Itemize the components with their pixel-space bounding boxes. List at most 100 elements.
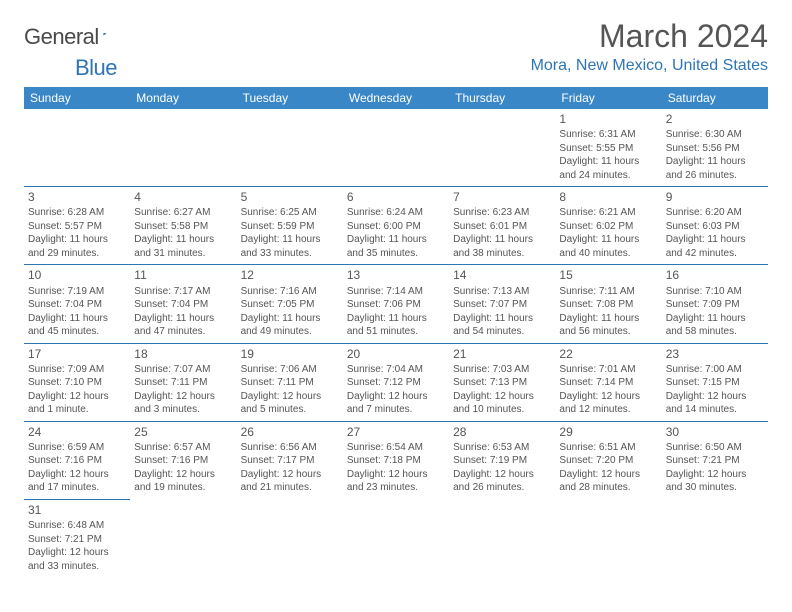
sunrise-line: Sunrise: 7:17 AM [134,285,232,299]
day-header: Sunday [24,87,130,109]
sunrise-line: Sunrise: 7:06 AM [241,363,339,377]
calendar-cell: 28Sunrise: 6:53 AMSunset: 7:19 PMDayligh… [449,421,555,499]
calendar-cell: 9Sunrise: 6:20 AMSunset: 6:03 PMDaylight… [662,187,768,265]
day-number: 28 [453,424,551,440]
daylight-line: Daylight: 11 hours and 40 minutes. [559,233,657,260]
calendar-cell: 30Sunrise: 6:50 AMSunset: 7:21 PMDayligh… [662,421,768,499]
sunset-line: Sunset: 5:58 PM [134,220,232,234]
day-number: 26 [241,424,339,440]
sunrise-line: Sunrise: 6:25 AM [241,206,339,220]
calendar-table: Sunday Monday Tuesday Wednesday Thursday… [24,87,768,577]
day-number: 15 [559,267,657,283]
sunrise-line: Sunrise: 6:53 AM [453,441,551,455]
daylight-line: Daylight: 11 hours and 42 minutes. [666,233,764,260]
calendar-cell: 22Sunrise: 7:01 AMSunset: 7:14 PMDayligh… [555,343,661,421]
sunset-line: Sunset: 7:05 PM [241,298,339,312]
sunset-line: Sunset: 7:07 PM [453,298,551,312]
daylight-line: Daylight: 11 hours and 31 minutes. [134,233,232,260]
day-number: 22 [559,346,657,362]
sunrise-line: Sunrise: 6:56 AM [241,441,339,455]
sunset-line: Sunset: 6:01 PM [453,220,551,234]
calendar-cell: 13Sunrise: 7:14 AMSunset: 7:06 PMDayligh… [343,265,449,343]
daylight-line: Daylight: 11 hours and 33 minutes. [241,233,339,260]
day-number: 4 [134,189,232,205]
sunset-line: Sunset: 6:00 PM [347,220,445,234]
sunset-line: Sunset: 7:11 PM [241,376,339,390]
sunrise-line: Sunrise: 6:21 AM [559,206,657,220]
sunrise-line: Sunrise: 6:30 AM [666,128,764,142]
day-number: 1 [559,111,657,127]
daylight-line: Daylight: 11 hours and 38 minutes. [453,233,551,260]
sunrise-line: Sunrise: 6:59 AM [28,441,126,455]
calendar-row: 17Sunrise: 7:09 AMSunset: 7:10 PMDayligh… [24,343,768,421]
calendar-cell: 29Sunrise: 6:51 AMSunset: 7:20 PMDayligh… [555,421,661,499]
day-number: 3 [28,189,126,205]
sunset-line: Sunset: 6:02 PM [559,220,657,234]
sunrise-line: Sunrise: 7:00 AM [666,363,764,377]
calendar-cell: 19Sunrise: 7:06 AMSunset: 7:11 PMDayligh… [237,343,343,421]
daylight-line: Daylight: 12 hours and 17 minutes. [28,468,126,495]
day-number: 20 [347,346,445,362]
header: General March 2024 Mora, New Mexico, Uni… [24,18,768,75]
calendar-cell: 8Sunrise: 6:21 AMSunset: 6:02 PMDaylight… [555,187,661,265]
day-header: Friday [555,87,661,109]
calendar-cell: 12Sunrise: 7:16 AMSunset: 7:05 PMDayligh… [237,265,343,343]
calendar-cell: 24Sunrise: 6:59 AMSunset: 7:16 PMDayligh… [24,421,130,499]
sunset-line: Sunset: 7:15 PM [666,376,764,390]
sunset-line: Sunset: 7:04 PM [134,298,232,312]
day-number: 5 [241,189,339,205]
sunrise-line: Sunrise: 7:01 AM [559,363,657,377]
day-number: 14 [453,267,551,283]
day-number: 13 [347,267,445,283]
sunrise-line: Sunrise: 7:04 AM [347,363,445,377]
sunrise-line: Sunrise: 7:07 AM [134,363,232,377]
location: Mora, New Mexico, United States [531,57,768,75]
sunset-line: Sunset: 5:56 PM [666,142,764,156]
logo-flag-icon [103,26,107,42]
calendar-cell: 31Sunrise: 6:48 AMSunset: 7:21 PMDayligh… [24,499,130,577]
daylight-line: Daylight: 12 hours and 21 minutes. [241,468,339,495]
calendar-cell: 16Sunrise: 7:10 AMSunset: 7:09 PMDayligh… [662,265,768,343]
calendar-cell [449,499,555,577]
daylight-line: Daylight: 12 hours and 19 minutes. [134,468,232,495]
calendar-header-row: Sunday Monday Tuesday Wednesday Thursday… [24,87,768,109]
sunset-line: Sunset: 7:21 PM [666,454,764,468]
sunrise-line: Sunrise: 7:19 AM [28,285,126,299]
day-header: Monday [130,87,236,109]
sunrise-line: Sunrise: 6:20 AM [666,206,764,220]
day-header: Thursday [449,87,555,109]
calendar-cell: 14Sunrise: 7:13 AMSunset: 7:07 PMDayligh… [449,265,555,343]
daylight-line: Daylight: 11 hours and 45 minutes. [28,312,126,339]
calendar-cell [237,109,343,187]
sunrise-line: Sunrise: 6:31 AM [559,128,657,142]
calendar-cell: 10Sunrise: 7:19 AMSunset: 7:04 PMDayligh… [24,265,130,343]
day-number: 25 [134,424,232,440]
day-number: 10 [28,267,126,283]
calendar-cell: 3Sunrise: 6:28 AMSunset: 5:57 PMDaylight… [24,187,130,265]
sunrise-line: Sunrise: 6:28 AM [28,206,126,220]
calendar-cell: 4Sunrise: 6:27 AMSunset: 5:58 PMDaylight… [130,187,236,265]
sunrise-line: Sunrise: 6:23 AM [453,206,551,220]
calendar-row: 1Sunrise: 6:31 AMSunset: 5:55 PMDaylight… [24,109,768,187]
calendar-cell [555,499,661,577]
sunrise-line: Sunrise: 7:10 AM [666,285,764,299]
day-number: 16 [666,267,764,283]
daylight-line: Daylight: 12 hours and 14 minutes. [666,390,764,417]
calendar-row: 3Sunrise: 6:28 AMSunset: 5:57 PMDaylight… [24,187,768,265]
day-number: 9 [666,189,764,205]
daylight-line: Daylight: 12 hours and 26 minutes. [453,468,551,495]
day-header: Tuesday [237,87,343,109]
calendar-cell: 23Sunrise: 7:00 AMSunset: 7:15 PMDayligh… [662,343,768,421]
logo: General [24,24,127,50]
sunset-line: Sunset: 7:13 PM [453,376,551,390]
sunset-line: Sunset: 5:55 PM [559,142,657,156]
sunset-line: Sunset: 5:59 PM [241,220,339,234]
day-number: 11 [134,267,232,283]
sunrise-line: Sunrise: 7:09 AM [28,363,126,377]
daylight-line: Daylight: 12 hours and 10 minutes. [453,390,551,417]
daylight-line: Daylight: 11 hours and 51 minutes. [347,312,445,339]
sunset-line: Sunset: 7:16 PM [28,454,126,468]
sunrise-line: Sunrise: 7:14 AM [347,285,445,299]
sunrise-line: Sunrise: 6:54 AM [347,441,445,455]
day-number: 17 [28,346,126,362]
